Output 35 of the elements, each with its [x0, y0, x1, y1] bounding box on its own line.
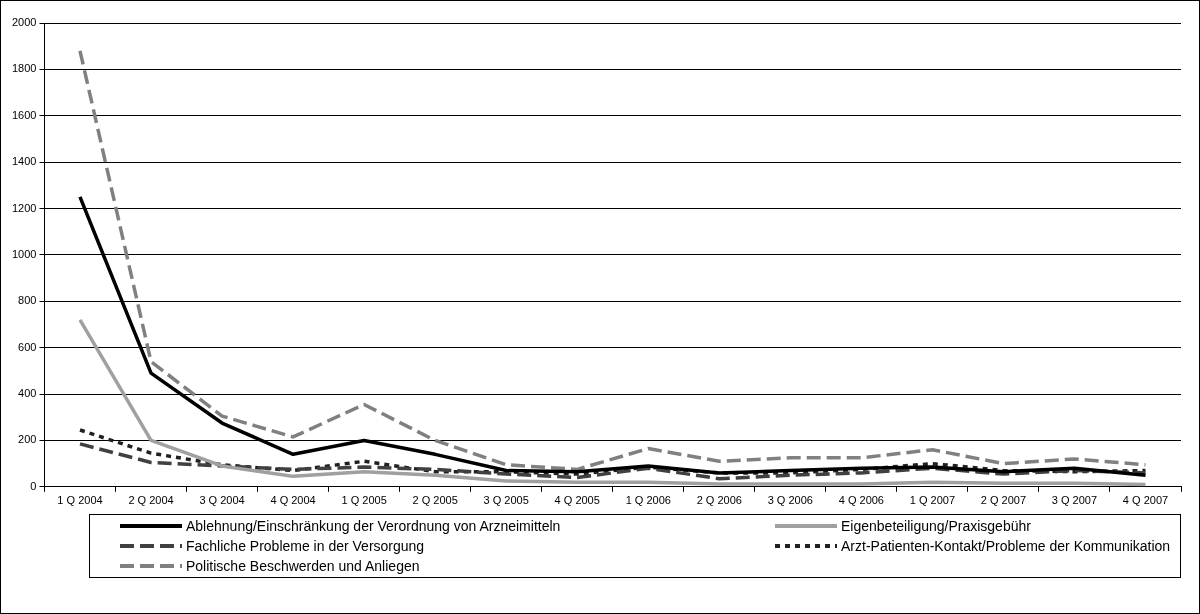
- y-tick-label: 1600: [11, 108, 37, 121]
- legend-label: Arzt-Patienten-Kontakt/Probleme der Kommunikation: [841, 538, 1171, 554]
- x-tick-label: 4 Q 2007: [1122, 494, 1169, 507]
- y-tick-label: 1000: [11, 247, 37, 260]
- line-series: [78, 428, 1148, 476]
- y-tick-label: 400: [18, 387, 37, 400]
- x-tick-label: 3 Q 2004: [199, 494, 245, 507]
- x-tick-label: 3 Q 2006: [767, 494, 813, 507]
- y-tick-label: 1200: [11, 201, 37, 214]
- y-tick-label: 600: [18, 340, 37, 353]
- y-tick-label: 200: [18, 433, 37, 446]
- x-tick-label: 2 Q 2005: [412, 494, 458, 507]
- x-tick-label: 2 Q 2006: [696, 494, 742, 507]
- x-tick-label: 2 Q 2004: [128, 494, 174, 507]
- x-tick-label: 4 Q 2006: [838, 494, 884, 507]
- line-series: [78, 442, 1148, 481]
- x-tick-label: 1 Q 2006: [625, 494, 671, 507]
- x-tick-label: 1 Q 2004: [57, 494, 103, 507]
- legend-label: Eigenbeteiligung/Praxisgebühr: [841, 518, 1031, 534]
- x-tick-label: 4 Q 2004: [270, 494, 316, 507]
- y-tick-label: 0: [30, 479, 37, 492]
- x-tick-label: 3 Q 2005: [483, 494, 529, 507]
- y-tick-label: 800: [18, 294, 37, 307]
- y-tick-label: 1400: [11, 155, 37, 168]
- legend-label: Fachliche Probleme in der Versorgung: [186, 538, 425, 554]
- x-tick-label: 2 Q 2007: [980, 494, 1027, 507]
- legend-label: Politische Beschwerden und Anliegen: [186, 558, 420, 574]
- legend-label: Ablehnung/Einschränkung der Verordnung von Arzneimitteln: [186, 518, 561, 534]
- y-tick-label: 2000: [11, 16, 37, 29]
- y-tick-label: 1800: [11, 62, 37, 75]
- x-tick-label: 4 Q 2005: [554, 494, 600, 507]
- x-tick-label: 1 Q 2005: [341, 494, 387, 507]
- line-series: [78, 49, 1148, 472]
- x-tick-label: 1 Q 2007: [909, 494, 956, 507]
- x-tick-label: 3 Q 2007: [1051, 494, 1098, 507]
